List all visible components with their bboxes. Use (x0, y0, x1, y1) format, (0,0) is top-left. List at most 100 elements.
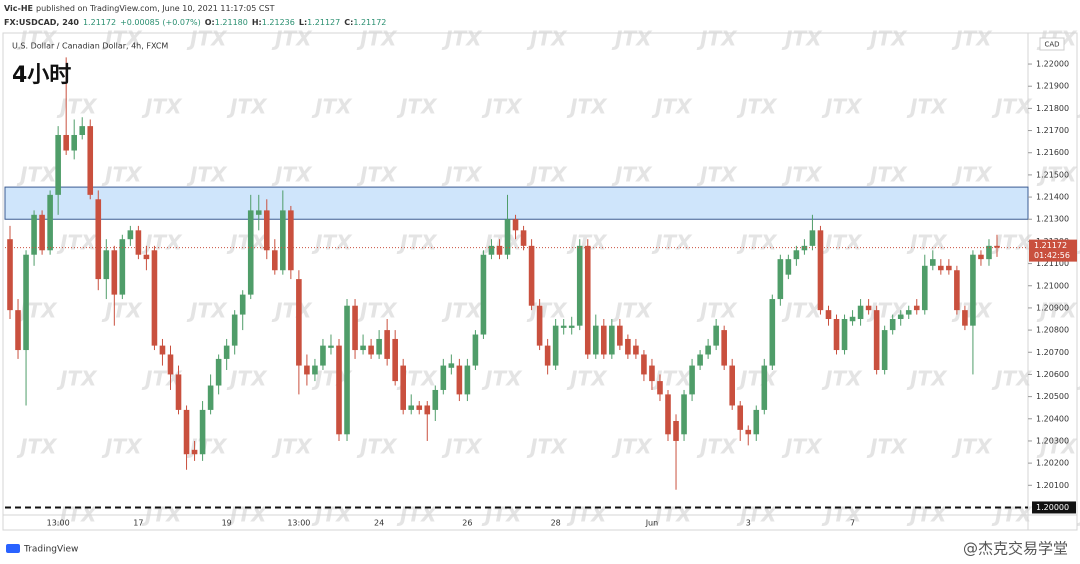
y-tick-label: 1.20200 (1036, 459, 1069, 468)
y-tick-label: 1.21500 (1036, 170, 1069, 179)
quote-line: FX:USDCAD, 240 1.21172 +0.00085 (+0.07%) O:… (4, 18, 386, 27)
candle-body (697, 354, 703, 366)
candle-body (504, 219, 511, 255)
watermark: JTX (16, 27, 58, 51)
candle-body (520, 230, 527, 246)
watermark: JTX (696, 27, 738, 51)
candle-body (55, 134, 61, 195)
candle-body (865, 305, 872, 311)
watermark: JTX (611, 299, 653, 323)
watermark: JTX (821, 231, 863, 255)
watermark: JTX (991, 231, 1033, 255)
candle-body (930, 259, 936, 266)
candle-body (384, 330, 390, 359)
watermark: JTX (1036, 163, 1078, 187)
candle-body (424, 405, 431, 415)
candle-body (713, 325, 719, 346)
watermark: JTX (356, 299, 398, 323)
candle-body (761, 365, 768, 410)
watermark: JTX (56, 231, 98, 255)
watermark: JTX (526, 27, 568, 51)
symbol: FX:USDCAD, 240 (4, 18, 79, 27)
watermark: JTX (951, 27, 993, 51)
watermark: JTX (696, 435, 738, 459)
candle-body (63, 134, 69, 151)
candle-body (962, 310, 968, 326)
watermark: JTX (526, 163, 568, 187)
y-tick-label: 1.21100 (1036, 259, 1069, 268)
watermark: JTX (271, 299, 313, 323)
watermark: JTX (356, 163, 398, 187)
watermark: JTX (611, 163, 653, 187)
candle-body (729, 365, 735, 406)
candle-body (657, 381, 663, 395)
watermark: JTX (101, 163, 143, 187)
watermark: JTX (611, 435, 653, 459)
candle-body (592, 325, 599, 355)
watermark: JTX (1036, 435, 1078, 459)
candle-body (673, 420, 679, 441)
watermark: JTX (101, 299, 143, 323)
watermark: JTX (311, 231, 353, 255)
plot (4, 57, 1029, 509)
watermark: JTX (821, 367, 863, 391)
ohlc-value: 1.21127 (307, 18, 340, 27)
candle-body (665, 394, 671, 435)
last-price-box (1029, 239, 1077, 262)
candle-body (689, 365, 695, 395)
watermark: JTX (611, 27, 653, 51)
candle-body (272, 250, 278, 271)
watermarks: JTX JTX JTX JTX JTX JTX JTX JTX JTX JTX JTX JTX JTX J… (16, 27, 1080, 527)
watermark: JTX (56, 95, 98, 119)
watermark: JTX (1036, 299, 1078, 323)
watermark: JTX (566, 367, 608, 391)
watermark: JTX (781, 27, 823, 51)
countdown: 01:42:56 (1034, 251, 1070, 260)
y-tick-label: 1.21000 (1036, 281, 1069, 290)
x-tick-label: 24 (374, 519, 384, 528)
candle-body (255, 210, 262, 215)
published: published on TradingView.com, June 10, 2… (36, 4, 275, 13)
x-tick-label: 3 (746, 519, 751, 528)
credit: @杰克交易学堂 (963, 540, 1068, 558)
watermark: JTX (736, 231, 778, 255)
candle-body (544, 345, 551, 366)
watermark: JTX (526, 435, 568, 459)
watermark: JTX (16, 435, 58, 459)
candle-body (921, 265, 928, 311)
candle-body (15, 310, 21, 351)
watermark: JTX (866, 27, 908, 51)
currency: CAD (1044, 41, 1059, 49)
candle-body (71, 134, 77, 151)
watermark: JTX (226, 367, 268, 391)
watermark: JTX (186, 163, 228, 187)
candle-body (151, 250, 158, 346)
candle-body (175, 374, 182, 410)
candle-body (159, 345, 166, 355)
watermark: JTX (186, 435, 228, 459)
candle-body (239, 294, 246, 315)
candle-body (568, 325, 575, 328)
x-tick-label: Jun (645, 519, 659, 528)
watermark: JTX (781, 163, 823, 187)
watermark: JTX (441, 435, 483, 459)
y-tick-label: 1.20700 (1036, 348, 1069, 357)
candle-body (617, 325, 623, 346)
x-tick-label: 26 (462, 519, 472, 528)
watermark: JTX (271, 163, 313, 187)
watermark: JTX (16, 299, 58, 323)
watermark: JTX (481, 367, 523, 391)
candle-body (913, 305, 920, 311)
watermark: JTX (696, 299, 738, 323)
candle-body (296, 279, 302, 366)
hline-label-box (1032, 501, 1076, 514)
watermark: JTX (951, 163, 993, 187)
candle-body (119, 239, 126, 295)
candle-body (7, 239, 13, 311)
watermark: JTX (226, 231, 268, 255)
candle-body (681, 394, 687, 435)
candle-body (737, 405, 744, 430)
candle-body (938, 265, 944, 271)
candle-body (111, 250, 118, 295)
